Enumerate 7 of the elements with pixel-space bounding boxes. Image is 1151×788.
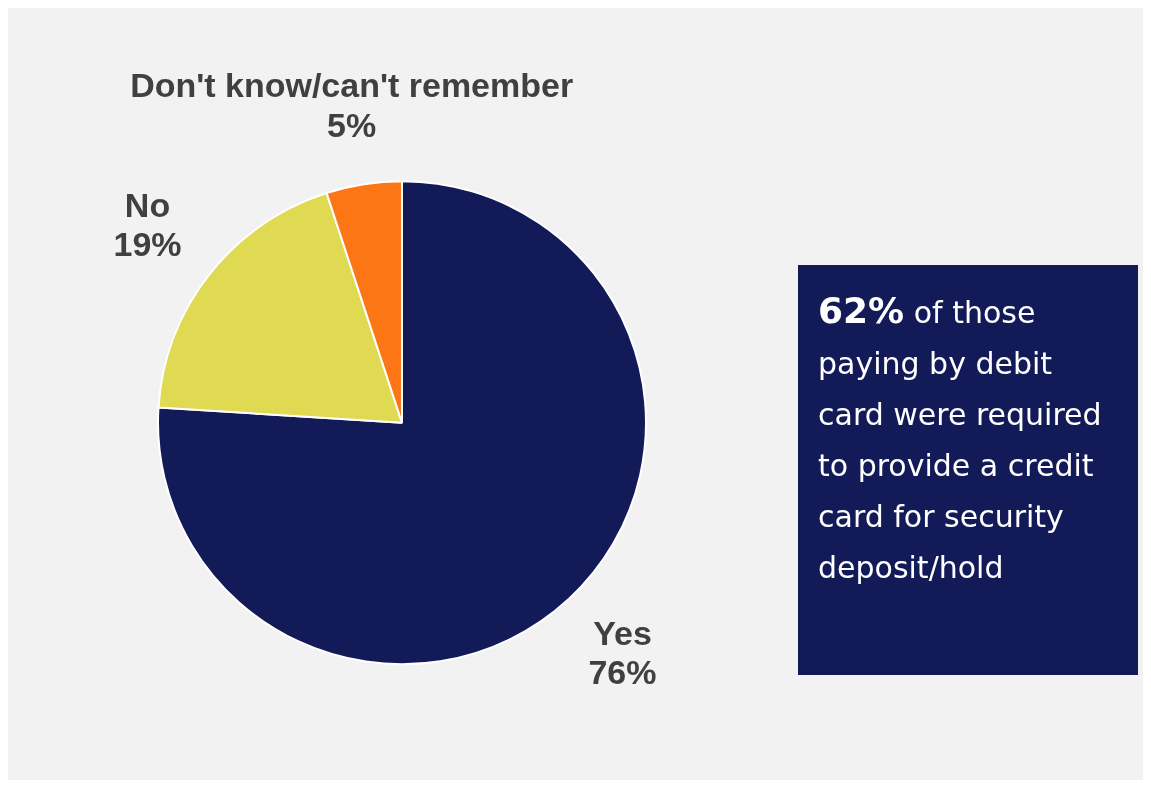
slice-label: Don't know/can't remember: [130, 66, 574, 105]
text: 62% of those paying by debit card were required to provide a credit card for security deposit/hold: [798, 265, 1138, 675]
data-label: 5%: [327, 106, 377, 144]
data-label: 76%: [588, 653, 657, 692]
slice-label: Yes: [593, 613, 652, 652]
data-label: 19%: [113, 225, 182, 264]
slice-label: No: [124, 185, 171, 224]
